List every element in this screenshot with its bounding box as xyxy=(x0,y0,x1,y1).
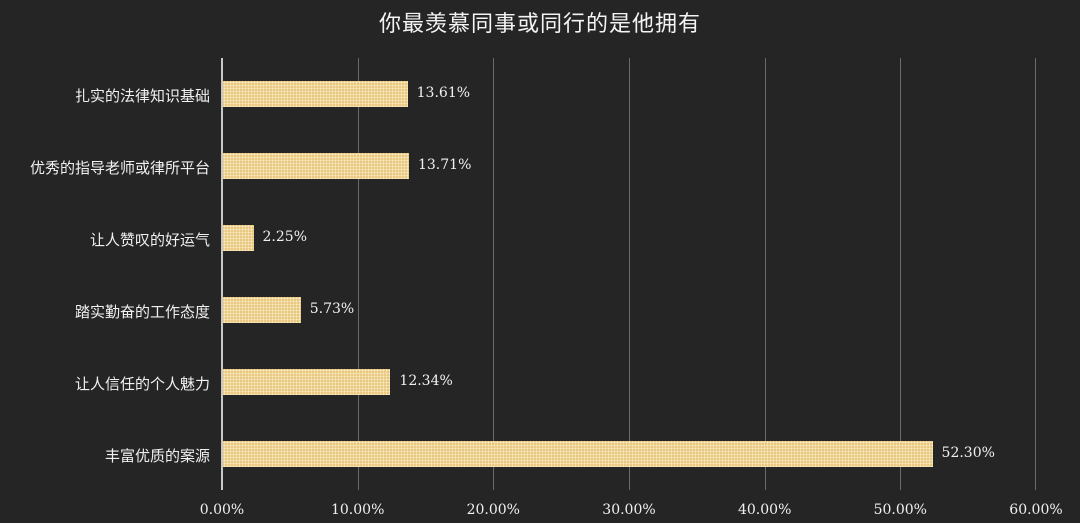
bar-row: 5.73% xyxy=(222,297,1036,323)
gridline-20 xyxy=(493,58,495,490)
y-axis-line xyxy=(221,58,223,490)
bar xyxy=(223,153,409,179)
value-label: 13.61% xyxy=(416,85,471,101)
gridline-40 xyxy=(764,58,766,490)
value-label: 2.25% xyxy=(262,229,307,245)
bar xyxy=(223,81,408,107)
x-tick-label: 40.00% xyxy=(737,502,792,518)
bar xyxy=(223,297,301,323)
bar-row: 12.34% xyxy=(222,369,1036,395)
category-label: 扎实的法律知识基础 xyxy=(74,87,210,105)
bar-row: 13.71% xyxy=(222,153,1036,179)
bar-row: 13.61% xyxy=(222,81,1036,107)
value-label: 12.34% xyxy=(399,373,453,389)
bar xyxy=(223,369,391,395)
x-tick-label: 0.00% xyxy=(199,502,245,518)
gridline-30 xyxy=(629,58,630,490)
bar xyxy=(223,441,933,467)
category-label: 丰富优质的案源 xyxy=(104,447,210,465)
value-label: 5.73% xyxy=(309,301,355,317)
gridline-60 xyxy=(1035,58,1036,490)
bar xyxy=(223,225,254,251)
x-tick-label: 20.00% xyxy=(466,502,520,518)
category-label: 让人信任的个人魅力 xyxy=(74,375,210,393)
bar-row: 52.30% xyxy=(222,441,1036,467)
x-tick-label: 50.00% xyxy=(873,502,927,518)
value-label: 13.71% xyxy=(417,157,472,173)
category-label: 优秀的指导老师或律所平台 xyxy=(29,159,210,177)
gridline-50 xyxy=(900,58,902,490)
x-tick-label: 30.00% xyxy=(602,502,656,518)
category-label: 踏实勤奋的工作态度 xyxy=(74,303,210,321)
x-tick-label: 60.00% xyxy=(1009,502,1063,518)
chart-title: 你最羡慕同事或同行的是他拥有 xyxy=(378,12,701,37)
category-label: 让人赞叹的好运气 xyxy=(89,231,210,249)
value-label: 52.30% xyxy=(941,445,995,461)
bar-row: 2.25% xyxy=(222,225,1036,251)
plot-area: 13.61% 13.71% 2.25% 5.73% 12.34% 52.30% xyxy=(221,58,1036,490)
x-tick-label: 10.00% xyxy=(330,502,385,518)
gridline-10 xyxy=(357,58,359,490)
